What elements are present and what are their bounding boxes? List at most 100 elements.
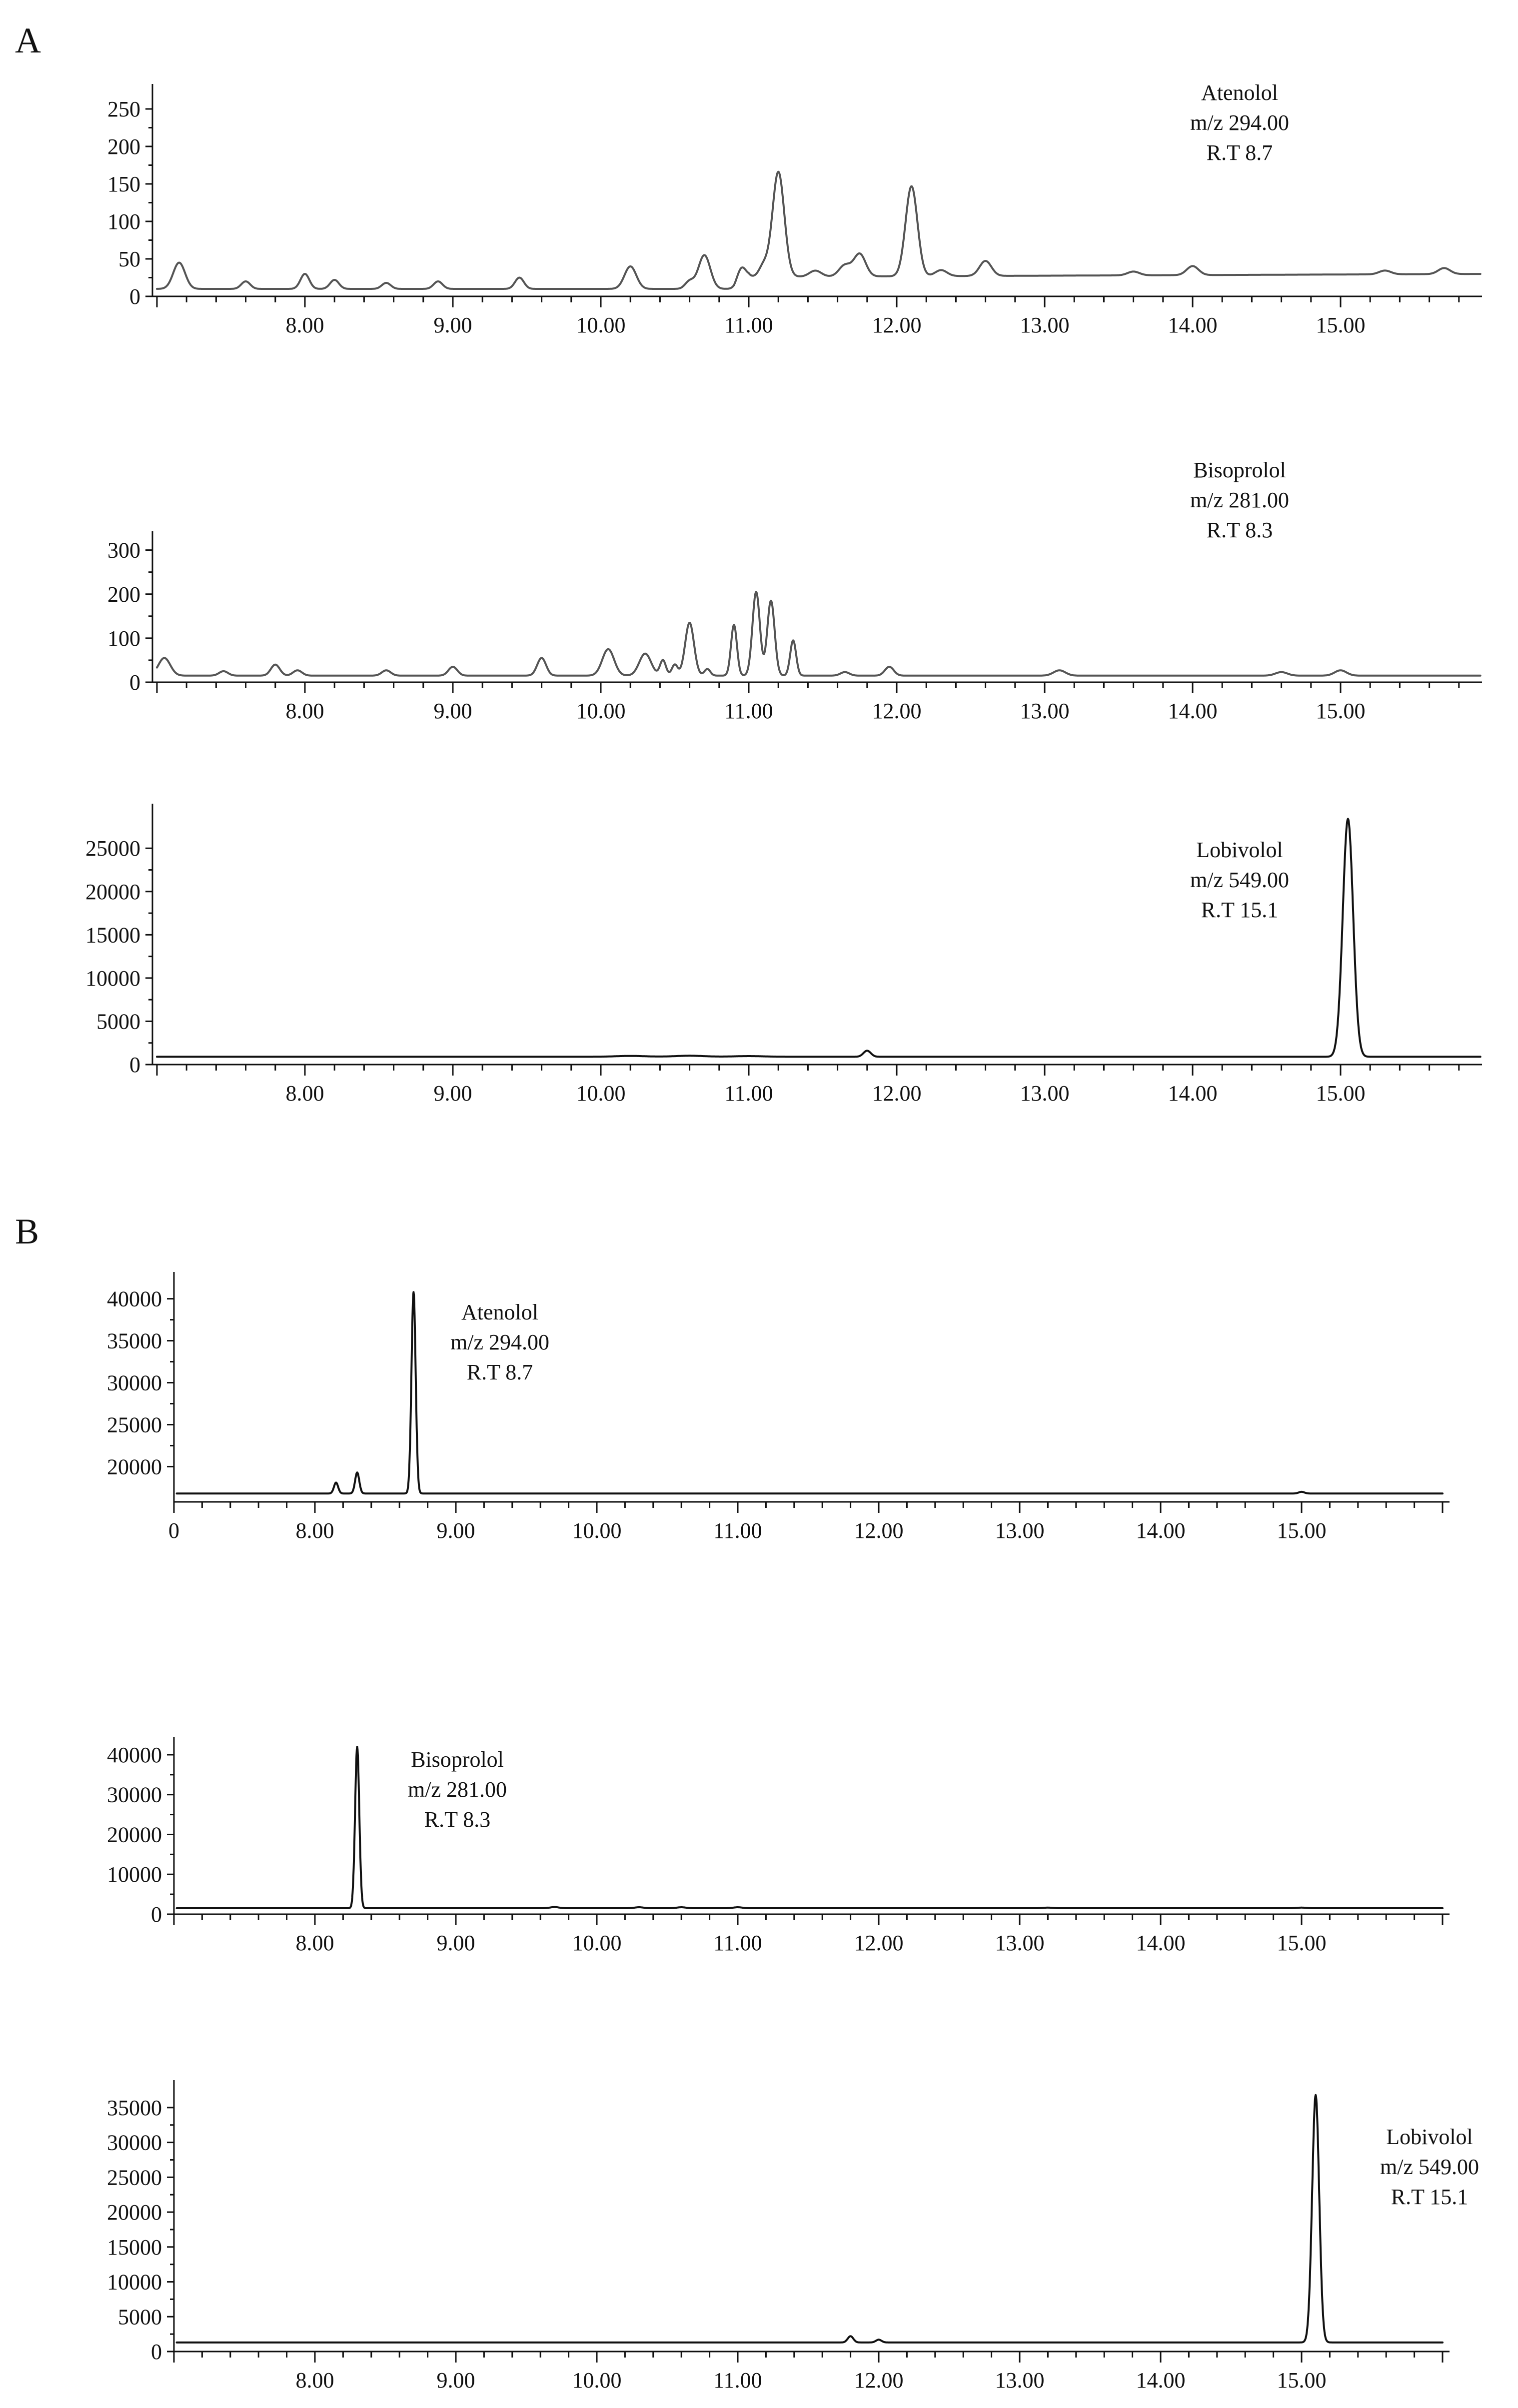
- mz-label: m/z 281.00: [408, 1777, 507, 1802]
- x-tick-label: 9.00: [437, 1931, 475, 1955]
- retention-time-label: R.T 15.1: [1391, 2185, 1468, 2209]
- y-tick-label: 40000: [107, 1743, 162, 1767]
- y-tick-label: 20000: [107, 1822, 162, 1847]
- y-tick-label: 0: [129, 1053, 140, 1077]
- x-tick-label: 13.00: [995, 1518, 1045, 1543]
- x-tick-label: 9.00: [434, 313, 472, 337]
- chromatogram-trace: [156, 170, 1482, 290]
- y-tick-label: 5000: [96, 1009, 140, 1034]
- x-tick-label: 12.00: [872, 699, 922, 723]
- x-tick-label: 8.00: [296, 1931, 334, 1955]
- y-tick-label: 25000: [85, 836, 140, 861]
- x-tick-label: 8.00: [286, 313, 324, 337]
- y-tick-label: 25000: [107, 2165, 162, 2190]
- x-tick-label: 13.00: [995, 2368, 1045, 2393]
- y-tick-label: 15000: [85, 923, 140, 947]
- chart-3: 8.00 9.00 10.00 11.00 12.00 13.00 14.00 15.00 0 5…: [85, 804, 1482, 1106]
- y-tick-label: 20000: [107, 2200, 162, 2225]
- y-tick-label: 200: [107, 134, 140, 159]
- mz-label: m/z 549.00: [1380, 2155, 1479, 2179]
- y-tick-label: 100: [107, 209, 140, 234]
- chromatogram-trace: [175, 1291, 1444, 1495]
- y-tick-label: 250: [107, 97, 140, 121]
- chromatogram-trace: [175, 2094, 1444, 2344]
- retention-time-label: R.T 8.3: [1207, 518, 1273, 542]
- x-tick-label: 10.00: [576, 1081, 626, 1106]
- y-tick-label: 10000: [107, 1862, 162, 1887]
- x-tick-label: 8.00: [286, 1081, 324, 1106]
- x-tick-label: 12.00: [872, 313, 922, 337]
- retention-time-label: R.T 15.1: [1201, 898, 1278, 922]
- chart-6: 8.00 9.00 10.00 11.00 12.00 13.00 14.00 15.00 0 5…: [107, 2080, 1479, 2393]
- x-tick-label: 12.00: [854, 2368, 904, 2393]
- x-tick-label: 14.00: [1168, 1081, 1218, 1106]
- chart-1: 8.00 9.00 10.00 11.00 12.00 13.00 14.00 15.00 0 5…: [107, 80, 1482, 337]
- x-tick-label: 15.00: [1277, 2368, 1327, 2393]
- compound-name: Bisoprolol: [411, 1747, 504, 1772]
- y-tick-label: 5000: [118, 2305, 162, 2329]
- x-tick-label: 11.00: [724, 1081, 773, 1106]
- y-tick-label: 10000: [107, 2270, 162, 2295]
- mz-label: m/z 294.00: [1190, 110, 1289, 135]
- chart-2: 8.00 9.00 10.00 11.00 12.00 13.00 14.00 15.00 0 1…: [107, 458, 1482, 723]
- chromatogram-trace: [156, 818, 1482, 1058]
- x-tick-label: 14.00: [1168, 313, 1218, 337]
- x-tick-label: 9.00: [437, 1518, 475, 1543]
- y-tick-label: 20000: [107, 1454, 162, 1479]
- retention-time-label: R.T 8.7: [1207, 140, 1273, 165]
- y-tick-label: 0: [129, 670, 140, 695]
- y-tick-label: 30000: [107, 2131, 162, 2155]
- x-tick-label: 10.00: [572, 1518, 622, 1543]
- x-tick-label: 15.00: [1277, 1931, 1327, 1955]
- y-tick-label: 30000: [107, 1783, 162, 1807]
- x-tick-label: 14.00: [1136, 1931, 1186, 1955]
- x-tick-label: 15.00: [1277, 1518, 1327, 1543]
- x-tick-label: 11.00: [724, 313, 773, 337]
- x-tick-label: 9.00: [434, 1081, 472, 1106]
- x-tick-label: 11.00: [713, 1931, 762, 1955]
- compound-name: Bisoprolol: [1193, 458, 1286, 482]
- compound-name: Atenolol: [461, 1300, 538, 1324]
- panel-label-b: B: [15, 1211, 39, 1251]
- x-tick-label: 11.00: [724, 699, 773, 723]
- y-tick-label: 200: [107, 582, 140, 607]
- x-tick-label: 15.00: [1316, 1081, 1366, 1106]
- x-tick-label: 8.00: [296, 2368, 334, 2393]
- retention-time-label: R.T 8.7: [467, 1360, 533, 1384]
- x-tick-label: 11.00: [713, 2368, 762, 2393]
- chromatogram-trace: [156, 591, 1482, 677]
- x-tick-label: 10.00: [576, 313, 626, 337]
- y-tick-label: 40000: [107, 1287, 162, 1311]
- x-tick-label: 12.00: [854, 1518, 904, 1543]
- x-tick-label: 9.00: [437, 2368, 475, 2393]
- chromatogram-trace: [175, 1746, 1444, 1909]
- y-tick-label: 30000: [107, 1371, 162, 1395]
- chart-panels: 8.00 9.00 10.00 11.00 12.00 13.00 14.00 15.00 0 5…: [85, 80, 1482, 2393]
- x-tick-label: 10.00: [572, 1931, 622, 1955]
- compound-name: Lobivolol: [1196, 838, 1283, 862]
- panel-label-a: A: [15, 20, 41, 60]
- retention-time-label: R.T 8.3: [424, 1807, 490, 1832]
- y-tick-label: 300: [107, 538, 140, 563]
- x-tick-label: 9.00: [434, 699, 472, 723]
- x-tick-label: 13.00: [1020, 313, 1070, 337]
- x-tick-label: 8.00: [286, 699, 324, 723]
- y-tick-label: 0: [151, 1902, 162, 1927]
- y-tick-label: 35000: [107, 2096, 162, 2120]
- x-tick-label: 13.00: [995, 1931, 1045, 1955]
- x-tick-label: 10.00: [572, 2368, 622, 2393]
- chart-5: 8.00 9.00 10.00 11.00 12.00 13.00 14.00 15.00 0 1…: [107, 1737, 1450, 1955]
- y-tick-label: 50: [118, 247, 140, 271]
- x-tick-label: 11.00: [713, 1518, 762, 1543]
- x-tick-label: 13.00: [1020, 1081, 1070, 1106]
- y-tick-label: 0: [151, 2340, 162, 2364]
- y-tick-label: 10000: [85, 966, 140, 991]
- y-tick-label: 35000: [107, 1329, 162, 1353]
- y-tick-label: 20000: [85, 880, 140, 904]
- x-tick-label: 15.00: [1316, 313, 1366, 337]
- mz-label: m/z 281.00: [1190, 488, 1289, 512]
- x-tick-label: 12.00: [854, 1931, 904, 1955]
- x-tick-label: 10.00: [576, 699, 626, 723]
- mz-label: m/z 294.00: [450, 1330, 549, 1354]
- x-tick-label: 12.00: [872, 1081, 922, 1106]
